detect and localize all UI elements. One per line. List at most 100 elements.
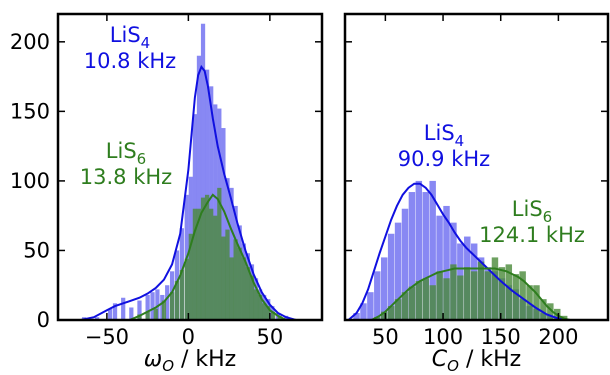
- kde-line-LiS6: [129, 193, 287, 321]
- histogram-bar: [387, 306, 395, 320]
- y-tick-label: 100: [10, 169, 50, 193]
- histogram-bar: [422, 278, 429, 320]
- plot-frame: [56, 12, 324, 322]
- histogram-bar: [429, 180, 436, 320]
- histogram-bar: [233, 239, 238, 320]
- histogram-bar: [225, 229, 230, 320]
- x-tick-label: 0: [182, 325, 195, 349]
- y-tick-label: 150: [10, 99, 50, 123]
- histogram-bar: [184, 258, 189, 320]
- histogram-bar: [470, 271, 478, 320]
- histogram-bar: [477, 261, 485, 320]
- histogram-bar: [429, 285, 436, 320]
- histogram-bar: [262, 303, 267, 320]
- annotation-value: 10.8 kHz: [84, 49, 176, 73]
- x-tick-label: 50: [372, 325, 399, 349]
- histogram-bar: [415, 281, 423, 320]
- histogram-bar: [498, 267, 506, 320]
- histogram-bar: [179, 269, 184, 320]
- histogram-bar: [94, 317, 100, 320]
- histogram-bar: [353, 313, 360, 320]
- histogram-bar: [547, 303, 554, 320]
- histogram-bar: [221, 236, 226, 320]
- histogram-bar: [209, 208, 214, 320]
- x-tick-label: 100: [423, 325, 463, 349]
- kde-line-LiS4: [80, 64, 297, 321]
- histogram-bar: [174, 281, 180, 320]
- histogram-bar: [457, 275, 464, 320]
- y-tick-label: 200: [10, 30, 50, 54]
- histogram-bar: [145, 294, 150, 320]
- x-tick-label: 150: [481, 325, 521, 349]
- histogram-bar: [443, 278, 450, 320]
- annotation-value: 13.8 kHz: [80, 165, 172, 189]
- histogram-bar: [150, 292, 155, 320]
- histogram-bar: [408, 192, 416, 320]
- histogram-bar: [401, 292, 409, 320]
- histogram-bar: [196, 55, 202, 320]
- histogram-bar: [245, 267, 250, 320]
- histogram-bar: [394, 299, 402, 320]
- histogram-bar: [464, 267, 471, 320]
- histogram-bar: [380, 311, 388, 320]
- x-tick-label: −50: [85, 325, 129, 349]
- annotation-label: LiS6: [512, 197, 552, 226]
- kde-line-LiS6: [371, 267, 571, 321]
- annotation-value: 90.9 kHz: [398, 147, 490, 171]
- histogram-bar: [540, 299, 547, 320]
- histogram-bar: [192, 208, 198, 320]
- kde-line-LiS4: [347, 182, 571, 321]
- histogram-bar: [380, 257, 388, 320]
- histogram-bar: [249, 275, 255, 320]
- histogram-bar: [196, 208, 202, 320]
- histogram-bar: [221, 128, 226, 320]
- histogram-bar: [505, 264, 513, 320]
- histogram-bar: [266, 306, 271, 320]
- histogram-bar: [270, 311, 276, 320]
- histogram-bar: [443, 205, 450, 320]
- histogram-bar: [436, 271, 443, 320]
- histogram-bar: [374, 317, 381, 320]
- histogram-bar: [241, 257, 246, 320]
- histogram-bar: [436, 215, 443, 320]
- histogram-bar: [519, 271, 526, 320]
- histogram-bar: [121, 297, 126, 320]
- histogram-bar: [422, 192, 429, 320]
- histogram-bar: [204, 194, 210, 320]
- series-LiS6: [137, 187, 282, 320]
- histogram-bar: [153, 308, 158, 320]
- histogram-bar: [450, 264, 457, 320]
- histogram-bar: [137, 314, 142, 320]
- histogram-bar: [213, 104, 218, 320]
- histogram-bar: [387, 233, 395, 320]
- histogram-bar: [137, 300, 142, 320]
- annotation-label: LiS4: [424, 121, 464, 150]
- histogram-bar: [188, 233, 193, 320]
- histogram-bar: [257, 294, 263, 320]
- histogram-bar: [229, 257, 234, 320]
- histogram-bar: [253, 289, 259, 320]
- histogram-bar: [112, 303, 118, 320]
- x-tick-label: 200: [538, 325, 578, 349]
- histogram-bar: [145, 311, 150, 320]
- histogram-bar: [165, 285, 170, 320]
- histogram-bar: [217, 187, 222, 320]
- histogram-bar: [108, 308, 113, 320]
- histogram-bar: [533, 285, 540, 320]
- annotation-label: LiS6: [106, 139, 146, 168]
- histogram-bar: [209, 86, 214, 320]
- x-axis-title: CO / kHz: [432, 347, 521, 375]
- histogram-bar: [237, 247, 242, 320]
- histogram-bar: [415, 180, 423, 320]
- histogram-bar: [401, 208, 409, 320]
- histogram-bar: [360, 303, 367, 320]
- histogram-bar: [169, 292, 175, 320]
- histogram-bar: [155, 289, 160, 320]
- annotation-value: 124.1 kHz: [479, 223, 585, 247]
- histogram-bar: [484, 271, 492, 320]
- x-tick-label: 50: [256, 325, 283, 349]
- plot-frame: [343, 12, 610, 322]
